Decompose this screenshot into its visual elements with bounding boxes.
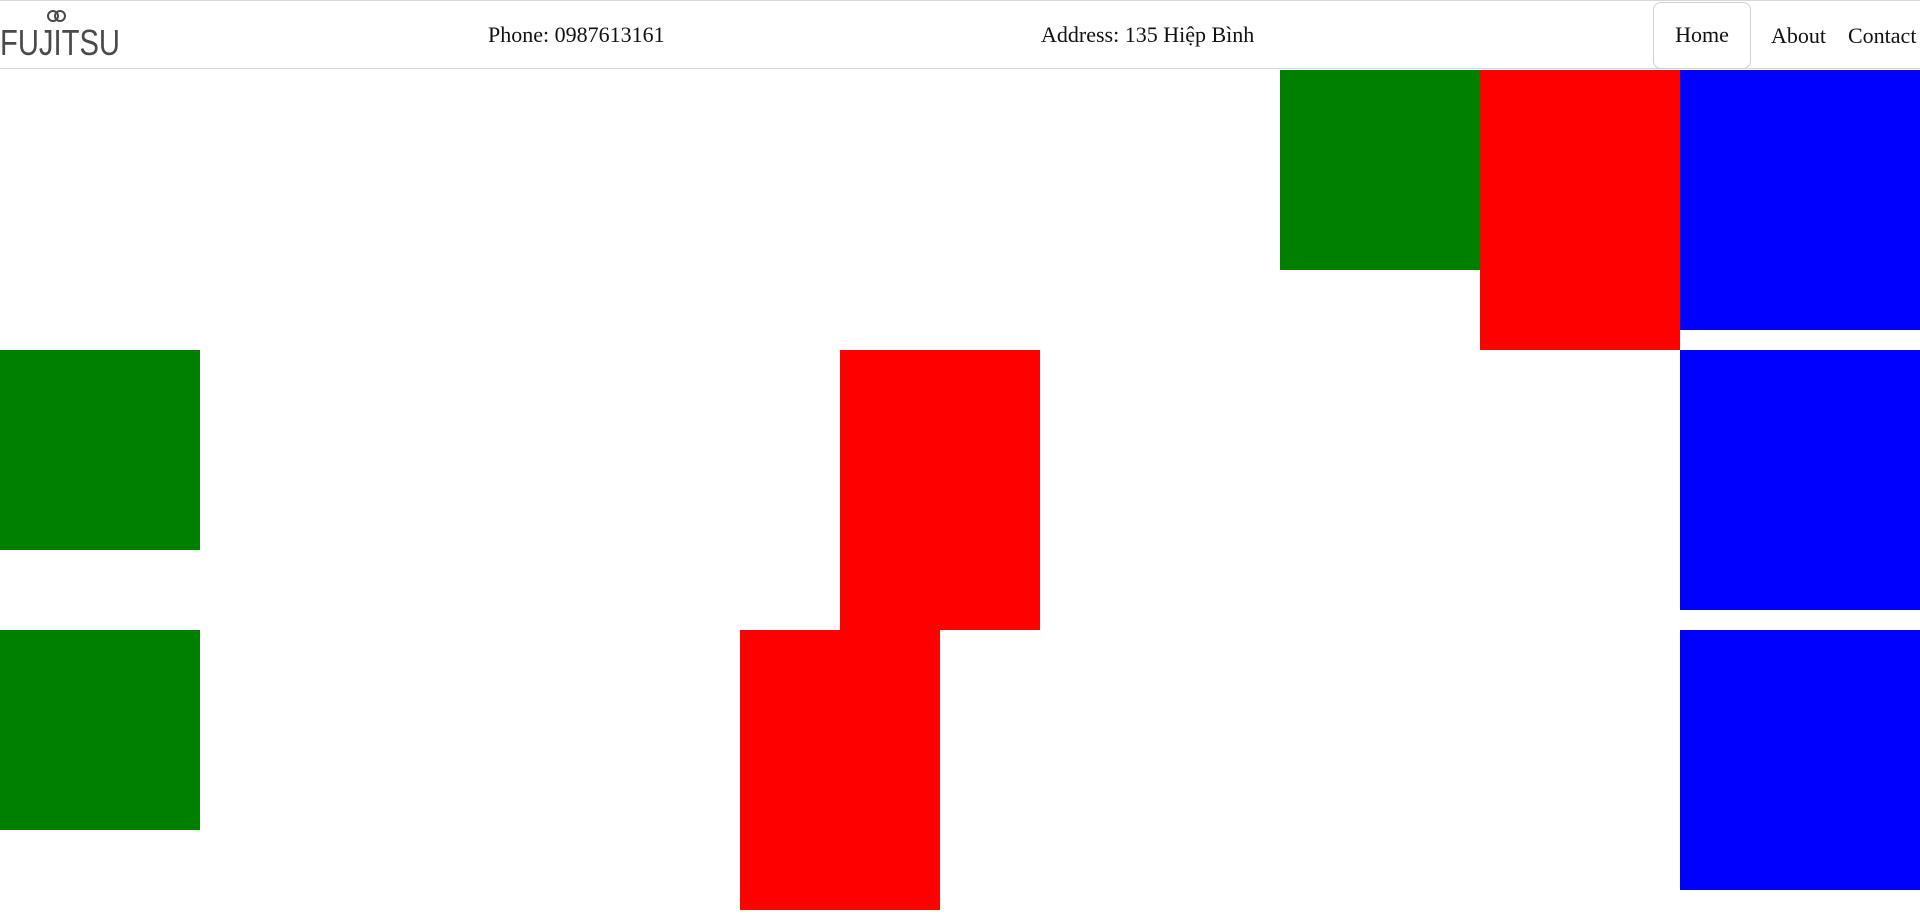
- red-block: [740, 630, 940, 910]
- green-block: [0, 350, 200, 550]
- blue-block: [1680, 70, 1920, 330]
- green-block: [0, 630, 200, 830]
- svg-text:FUJITSU: FUJITSU: [0, 22, 120, 61]
- blue-block: [1680, 630, 1920, 890]
- fujitsu-logo[interactable]: FUJITSU: [0, 5, 122, 61]
- blue-block: [1680, 350, 1920, 610]
- red-block: [1480, 70, 1680, 350]
- green-block: [1280, 70, 1480, 270]
- site-header: FUJITSU Phone: 0987613161 Address: 135 H…: [0, 0, 1920, 69]
- nav-contact-link[interactable]: Contact: [1848, 23, 1917, 48]
- red-block: [840, 350, 1040, 630]
- nav-about-link[interactable]: About: [1771, 23, 1826, 48]
- nav-home-link[interactable]: Home: [1653, 2, 1751, 69]
- address-text: Address: 135 Hiệp Bình: [1041, 22, 1255, 47]
- phone-text: Phone: 0987613161: [488, 22, 665, 47]
